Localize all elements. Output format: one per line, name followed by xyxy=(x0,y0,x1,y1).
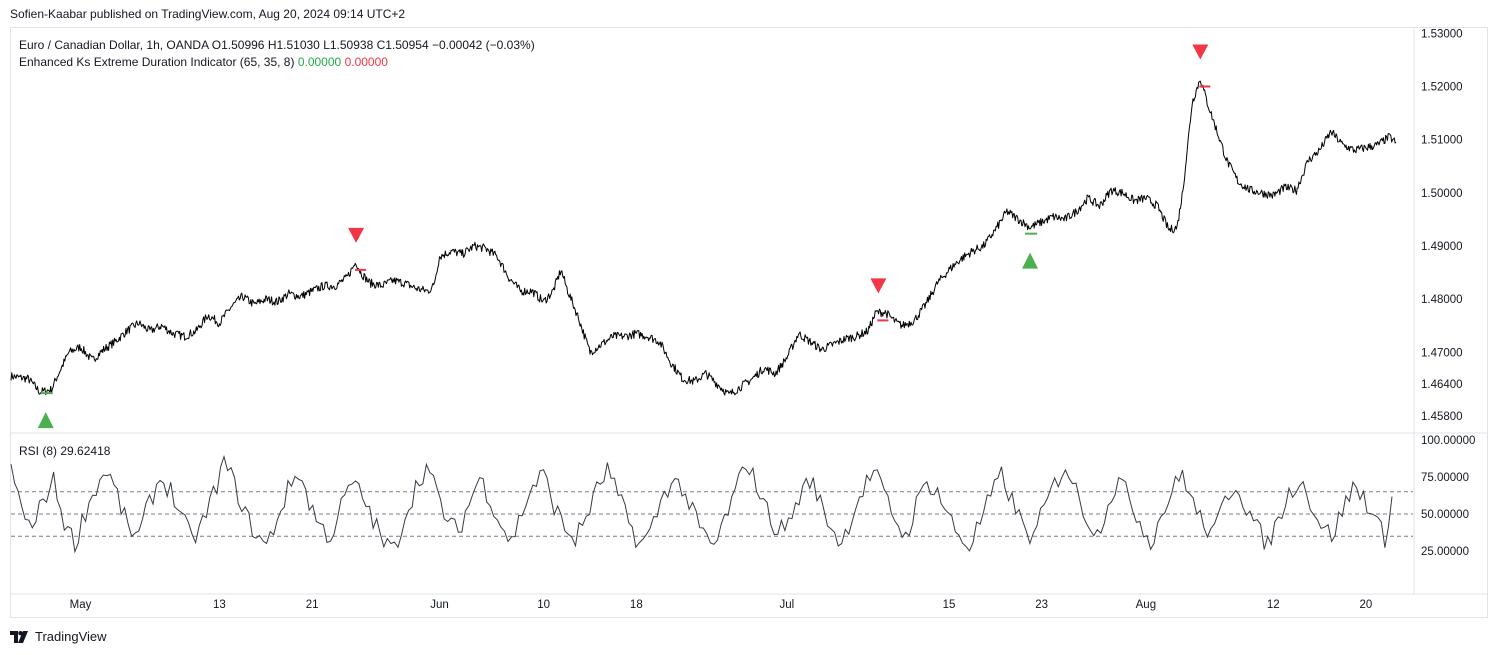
time-x-axis[interactable]: May 13 21 Jun 10 18 Jul 15 23 Aug 12 20 xyxy=(70,599,1373,611)
rsi-axis-tick-label: 25.00000 xyxy=(1421,546,1469,558)
price-axis-tick-label: 1.47000 xyxy=(1421,347,1463,359)
published-line: Sofien-Kaabar published on TradingView.c… xyxy=(10,7,406,21)
sell-signal-triangle xyxy=(348,227,365,243)
chart-frame[interactable] xyxy=(10,27,1488,618)
price-axis-tick-label: 1.48000 xyxy=(1421,294,1463,306)
tradingview-footer[interactable]: TradingView xyxy=(10,629,107,644)
rsi-label: RSI (8) xyxy=(19,444,58,458)
x-axis-tick-label: Aug xyxy=(1136,599,1156,611)
rsi-value: 29.62418 xyxy=(60,444,111,458)
rsi-legend[interactable]: RSI (8) 29.62418 xyxy=(19,444,110,458)
rsi-axis-tick-label: 100.00000 xyxy=(1421,435,1475,447)
x-axis-tick-label: Jul xyxy=(780,599,795,611)
rsi-reference-levels xyxy=(11,491,1413,537)
price-axis-tick-label: 1.50000 xyxy=(1421,188,1463,200)
x-axis-tick-label: Jun xyxy=(430,599,449,611)
price-axis-tick-label: 1.53000 xyxy=(1421,28,1463,40)
indicator-value-bear: 0.00000 xyxy=(344,55,388,69)
signal-markers xyxy=(37,44,1211,429)
x-axis-tick-label: 23 xyxy=(1035,599,1048,611)
indicator-legend[interactable]: Enhanced Ks Extreme Duration Indicator (… xyxy=(19,55,388,69)
rsi-y-axis[interactable]: 100.00000 75.00000 50.00000 25.00000 xyxy=(1421,435,1475,558)
price-axis-tick-label: 1.51000 xyxy=(1421,135,1463,147)
price-axis-tick-label: 1.46400 xyxy=(1421,379,1463,391)
x-axis-tick-label: 15 xyxy=(943,599,956,611)
price-series xyxy=(10,80,1397,396)
sell-signal-triangle xyxy=(1192,44,1209,60)
rsi-axis-tick-label: 50.00000 xyxy=(1421,509,1469,521)
x-axis-tick-label: 18 xyxy=(630,599,643,611)
x-axis-tick-label: 20 xyxy=(1359,599,1372,611)
symbol-info: Euro / Canadian Dollar, 1h, OANDA O1.509… xyxy=(19,38,535,52)
buy-signal-triangle xyxy=(1022,252,1039,269)
price-axis-tick-label: 1.52000 xyxy=(1421,81,1463,93)
rsi-axis-tick-label: 75.00000 xyxy=(1421,472,1469,484)
price-line xyxy=(10,80,1397,396)
indicator-name: Enhanced Ks Extreme Duration Indicator (… xyxy=(19,55,295,69)
x-axis-tick-label: 12 xyxy=(1267,599,1280,611)
x-axis-tick-label: 21 xyxy=(306,599,319,611)
price-axis-tick-label: 1.49000 xyxy=(1421,241,1463,253)
rsi-line xyxy=(10,454,1393,554)
x-axis-tick-label: 13 xyxy=(213,599,226,611)
x-axis-tick-label: May xyxy=(70,599,92,611)
x-axis-tick-label: 10 xyxy=(537,599,550,611)
rsi-series xyxy=(10,454,1393,554)
tradingview-logo-icon xyxy=(10,630,28,643)
indicator-value-bull: 0.00000 xyxy=(297,55,342,69)
symbol-legend[interactable]: Euro / Canadian Dollar, 1h, OANDA O1.509… xyxy=(19,38,535,52)
brand-name: TradingView xyxy=(35,629,107,644)
price-axis-tick-label: 1.45800 xyxy=(1421,411,1463,423)
sell-signal-triangle xyxy=(870,278,887,294)
price-y-axis[interactable]: 1.53000 1.52000 1.51000 1.50000 1.49000 1.480… xyxy=(1421,28,1463,423)
buy-signal-triangle xyxy=(37,412,54,429)
